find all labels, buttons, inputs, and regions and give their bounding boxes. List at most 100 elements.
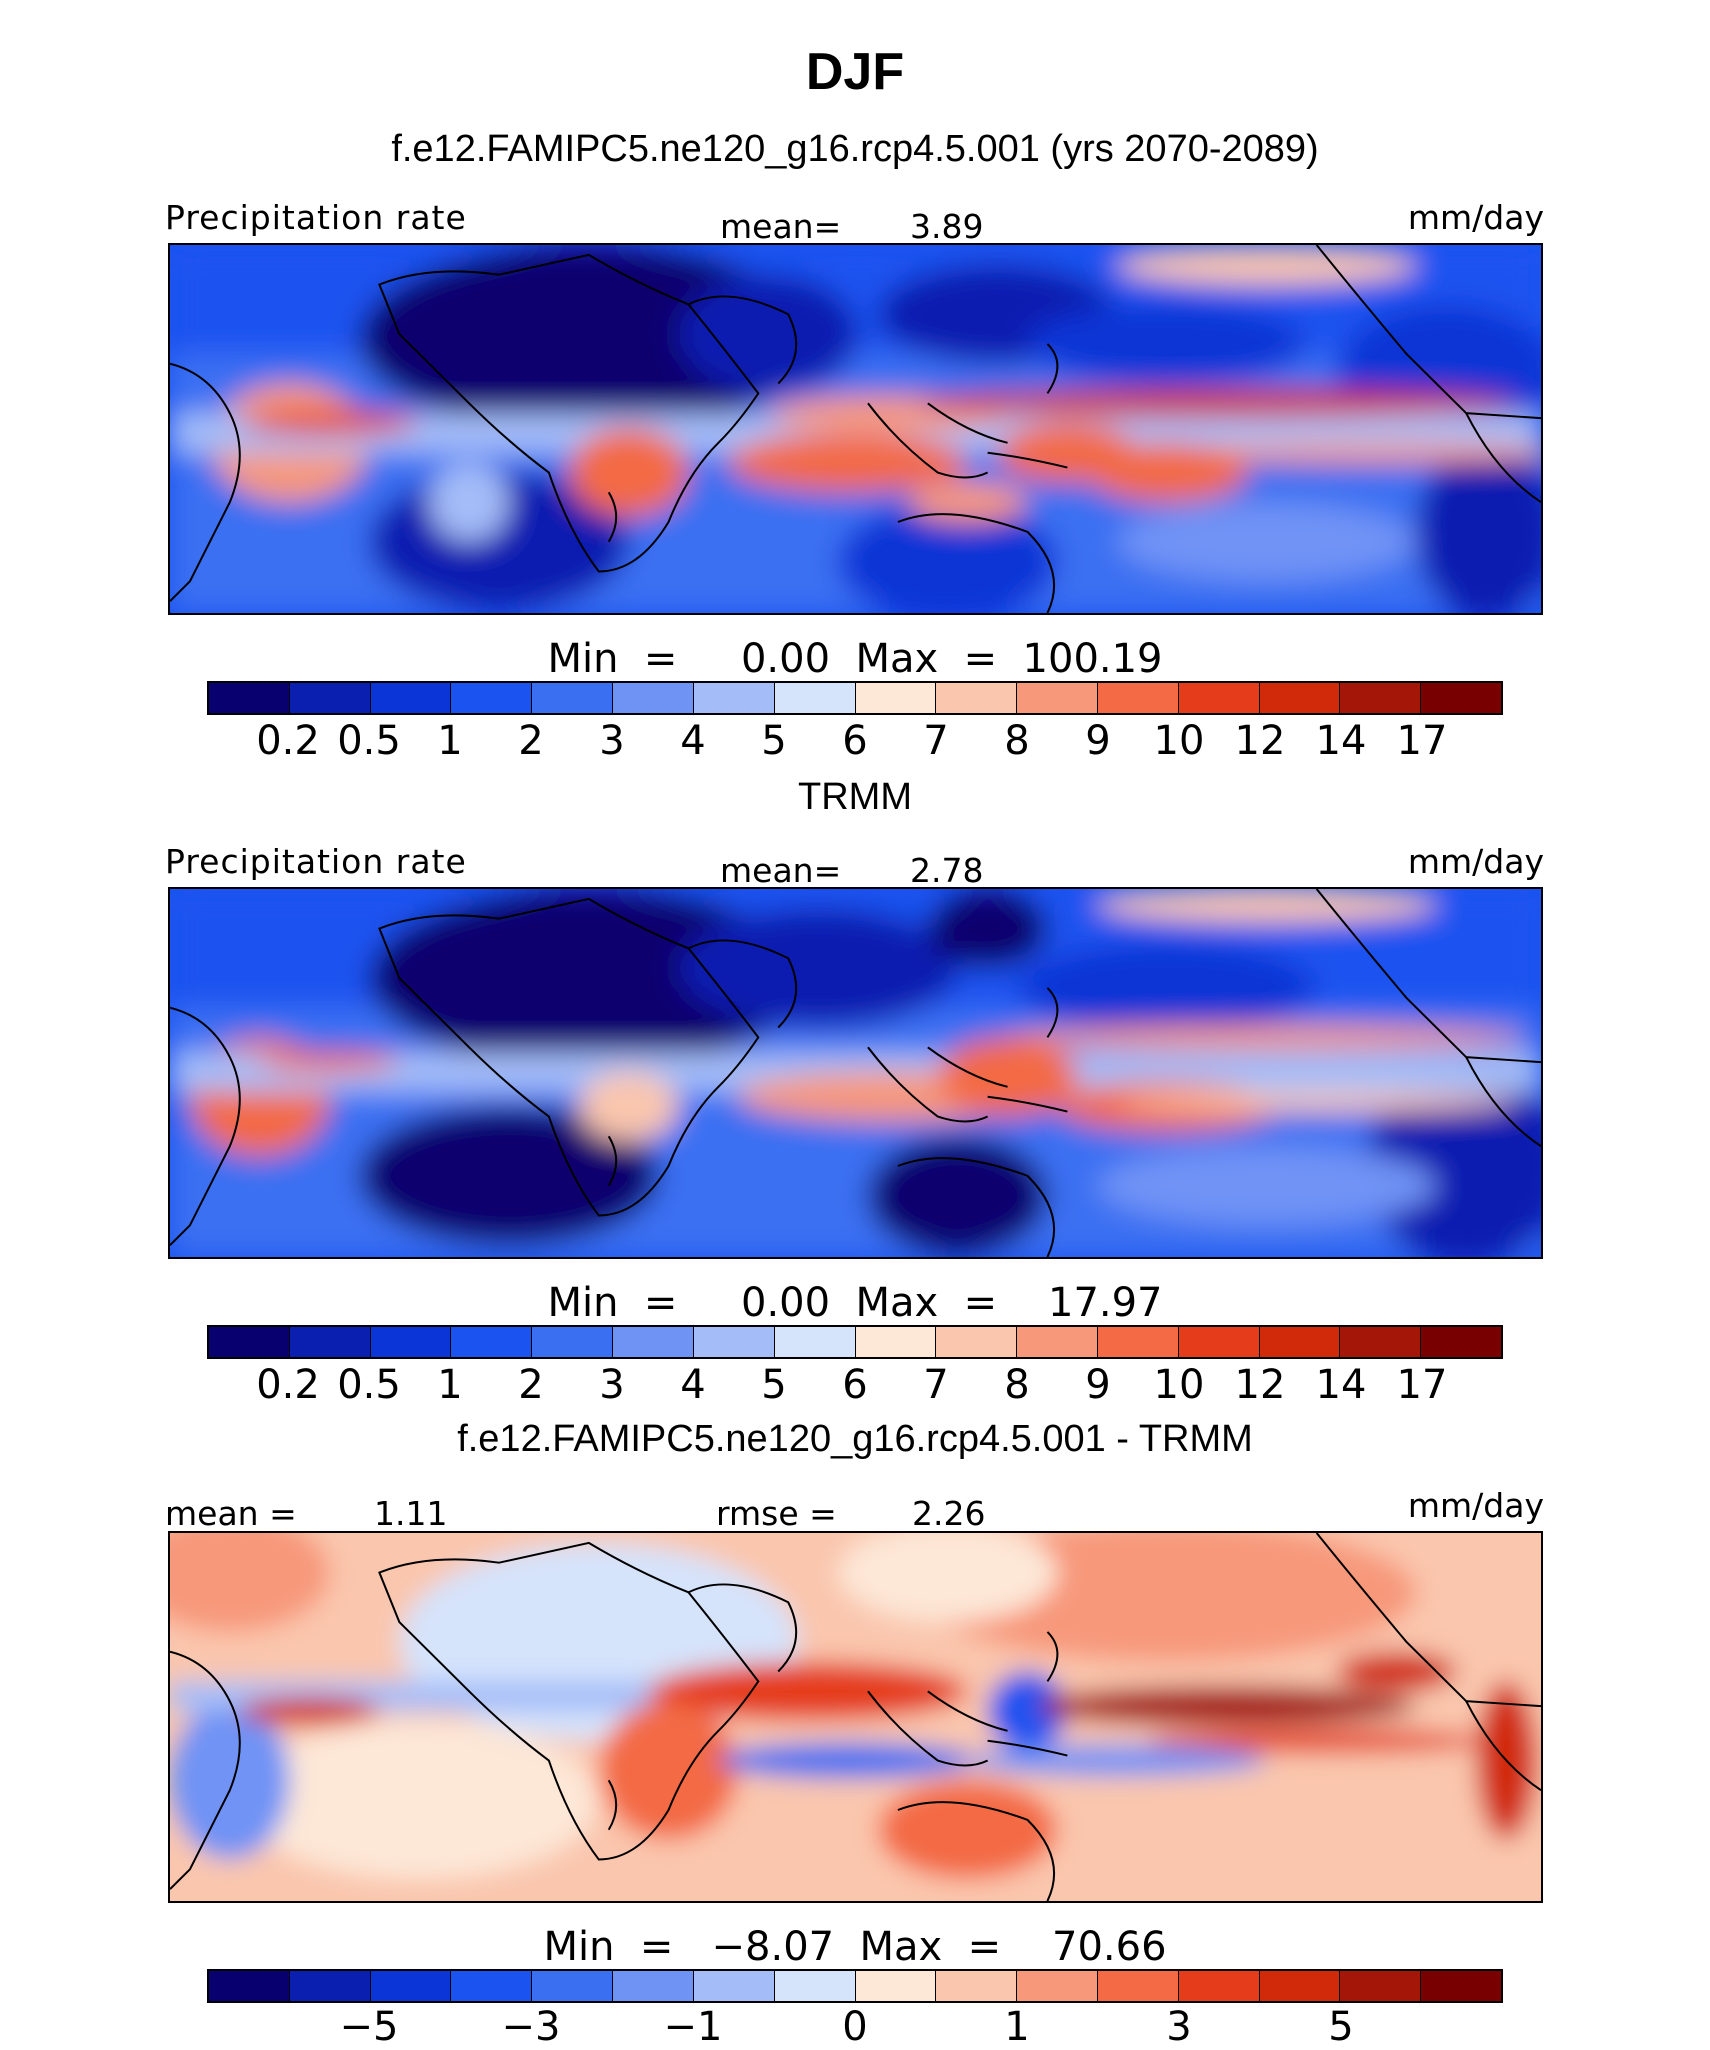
panel-3-minmax: Min = −8.07 Max = 70.66 xyxy=(543,1924,1167,1970)
colorbar-box xyxy=(1421,1971,1501,2001)
colorbar-tick: 8 xyxy=(1004,1362,1030,1408)
colorbar-tick: 17 xyxy=(1396,718,1448,764)
colorbar-tick: 6 xyxy=(842,718,868,764)
colorbar-box xyxy=(1017,1327,1098,1357)
panel-3-subtitle: f.e12.FAMIPC5.ne120_g16.rcp4.5.001 - TRM… xyxy=(457,1418,1253,1460)
panel-3-mean-value: 1.11 xyxy=(374,1494,448,1533)
colorbar-tick: −3 xyxy=(501,2004,561,2050)
colorbar-tick: 5 xyxy=(1328,2004,1354,2050)
colorbar-tick: 4 xyxy=(680,1362,706,1408)
panel-2-mean-label: mean= xyxy=(720,851,842,890)
colorbar-box xyxy=(1340,1971,1422,2001)
colorbar-box xyxy=(936,1971,1018,2001)
colorbar-box xyxy=(1017,683,1098,713)
colorbar-tick: 12 xyxy=(1234,1362,1286,1408)
colorbar-tick: 3 xyxy=(599,718,625,764)
panel-3-units: mm/day xyxy=(1407,1486,1544,1525)
colorbar-tick: 1 xyxy=(437,1362,463,1408)
colorbar-box xyxy=(1259,1327,1341,1357)
colorbar-tick: 0.5 xyxy=(337,1362,401,1408)
colorbar-box xyxy=(209,683,290,713)
panel-3-rmse-label: rmse = xyxy=(716,1494,837,1533)
colorbar-tick: 10 xyxy=(1153,1362,1205,1408)
panel-2-subtitle: TRMM xyxy=(798,776,912,818)
colorbar-box xyxy=(1097,1971,1179,2001)
colorbar-box xyxy=(532,1971,614,2001)
colorbar-box xyxy=(613,1327,694,1357)
colorbar-tick: 0.2 xyxy=(256,1362,320,1408)
colorbar-box xyxy=(1178,683,1260,713)
colorbar-tick: 6 xyxy=(842,1362,868,1408)
colorbar-box xyxy=(774,683,856,713)
colorbar-tick: 8 xyxy=(1004,718,1030,764)
colorbar-tick: 5 xyxy=(761,1362,787,1408)
panel-2-units: mm/day xyxy=(1407,842,1544,881)
colorbar-box xyxy=(209,1971,290,2001)
panel-1-left-label: Precipitation rate xyxy=(165,198,467,237)
figure-title: DJF xyxy=(805,43,905,101)
colorbar-tick: 3 xyxy=(599,1362,625,1408)
colorbar-box xyxy=(209,1327,290,1357)
colorbar-box xyxy=(451,683,533,713)
colorbar-box xyxy=(1178,1327,1260,1357)
colorbar-tick: 9 xyxy=(1085,718,1111,764)
panel-1-mean-label: mean= xyxy=(720,207,842,246)
colorbar-tick: 14 xyxy=(1315,1362,1367,1408)
colorbar-box xyxy=(1421,683,1501,713)
colorbar-box xyxy=(1421,1327,1501,1357)
colorbar-tick: 7 xyxy=(923,718,949,764)
colorbar-box xyxy=(1017,1971,1098,2001)
colorbar-tick: 0.5 xyxy=(337,718,401,764)
panel-1-subtitle: f.e12.FAMIPC5.ne120_g16.rcp4.5.001 (yrs … xyxy=(391,128,1319,170)
colorbar-box xyxy=(855,1327,937,1357)
colorbar-tick: −5 xyxy=(339,2004,399,2050)
colorbar-tick: 1 xyxy=(437,718,463,764)
colorbar-tick: 1 xyxy=(1004,2004,1030,2050)
colorbar-box xyxy=(613,683,694,713)
colorbar-box xyxy=(936,1327,1018,1357)
colorbar-tick: −1 xyxy=(663,2004,723,2050)
colorbar-tick: 10 xyxy=(1153,718,1205,764)
panel-3-mean-label: mean = xyxy=(165,1494,297,1533)
colorbar-box xyxy=(451,1327,533,1357)
panel-1-mean-value: 3.89 xyxy=(910,207,984,246)
colorbar-tick: 5 xyxy=(761,718,787,764)
panel-1-colorbar xyxy=(207,681,1503,715)
colorbar-box xyxy=(693,1327,775,1357)
panel-1-units: mm/day xyxy=(1407,198,1544,237)
colorbar-tick: 0.2 xyxy=(256,718,320,764)
panel-2-map xyxy=(168,887,1543,1259)
colorbar-box xyxy=(1259,1971,1341,2001)
panel-2-minmax: Min = 0.00 Max = 17.97 xyxy=(547,1280,1163,1326)
colorbar-box xyxy=(1340,1327,1422,1357)
colorbar-tick: 17 xyxy=(1396,1362,1448,1408)
panel-2-mean-value: 2.78 xyxy=(910,851,984,890)
colorbar-box xyxy=(532,683,614,713)
colorbar-box xyxy=(1097,1327,1179,1357)
colorbar-box xyxy=(774,1327,856,1357)
colorbar-box xyxy=(1097,683,1179,713)
colorbar-tick: 7 xyxy=(923,1362,949,1408)
panel-1-minmax: Min = 0.00 Max = 100.19 xyxy=(547,636,1163,682)
colorbar-tick: 12 xyxy=(1234,718,1286,764)
colorbar-tick: 2 xyxy=(518,1362,544,1408)
panel-1-map xyxy=(168,243,1543,615)
colorbar-tick: 2 xyxy=(518,718,544,764)
colorbar-box xyxy=(693,683,775,713)
colorbar-box xyxy=(370,683,452,713)
colorbar-box xyxy=(289,683,371,713)
colorbar-box xyxy=(1178,1971,1260,2001)
panel-3-map xyxy=(168,1531,1543,1903)
colorbar-box xyxy=(370,1971,452,2001)
colorbar-box xyxy=(936,683,1018,713)
colorbar-box xyxy=(532,1327,614,1357)
panel-2-colorbar xyxy=(207,1325,1503,1359)
colorbar-box xyxy=(855,1971,937,2001)
colorbar-box xyxy=(693,1971,775,2001)
colorbar-box xyxy=(774,1971,856,2001)
colorbar-box xyxy=(451,1971,533,2001)
colorbar-box xyxy=(370,1327,452,1357)
colorbar-box xyxy=(289,1971,371,2001)
panel-2-left-label: Precipitation rate xyxy=(165,842,467,881)
colorbar-tick: 9 xyxy=(1085,1362,1111,1408)
